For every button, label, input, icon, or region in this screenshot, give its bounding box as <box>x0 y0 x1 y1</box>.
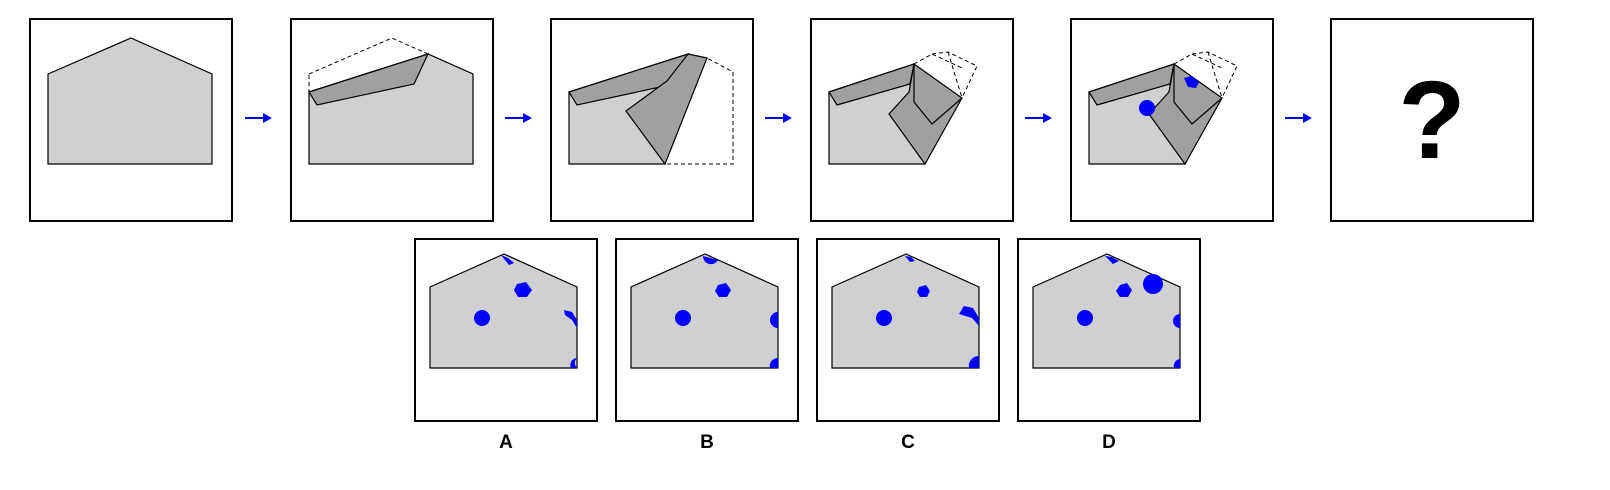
right-arrow-icon <box>505 113 532 123</box>
option-c-label[interactable]: C <box>901 432 915 453</box>
step-4-third-fold <box>828 51 978 166</box>
right-arrow-icon <box>1025 113 1052 123</box>
step-2-first-fold <box>308 37 474 165</box>
option-a-label[interactable]: A <box>499 432 513 453</box>
punch-hole-circle <box>1139 100 1155 116</box>
question-mark: ? <box>1398 58 1466 182</box>
answer-panel: ? <box>1330 18 1534 222</box>
option-a-unfolded-paper <box>429 253 578 369</box>
step-2-panel <box>290 18 494 222</box>
option-b-label[interactable]: B <box>700 432 714 453</box>
step-3-second-fold <box>568 53 734 166</box>
step-3-panel <box>550 18 754 222</box>
option-d-unfolded-paper <box>1032 253 1181 369</box>
option-c-unfolded-paper <box>831 253 980 369</box>
right-arrow-icon <box>765 113 792 123</box>
step-1-unfolded-paper <box>47 37 213 165</box>
option-d-label[interactable]: D <box>1102 432 1116 453</box>
option-c-panel[interactable] <box>816 238 1000 422</box>
punch-hole-hexagon <box>1184 76 1199 88</box>
option-b-panel[interactable] <box>615 238 799 422</box>
step-4-panel <box>810 18 1014 222</box>
option-b-unfolded-paper <box>630 253 779 369</box>
right-arrow-icon <box>1285 113 1312 123</box>
right-arrow-icon <box>245 113 272 123</box>
step-5-punched-paper <box>1088 51 1238 166</box>
option-d-panel[interactable] <box>1017 238 1201 422</box>
option-a-panel[interactable] <box>414 238 598 422</box>
step-5-panel <box>1070 18 1274 222</box>
step-1-panel <box>29 18 233 222</box>
